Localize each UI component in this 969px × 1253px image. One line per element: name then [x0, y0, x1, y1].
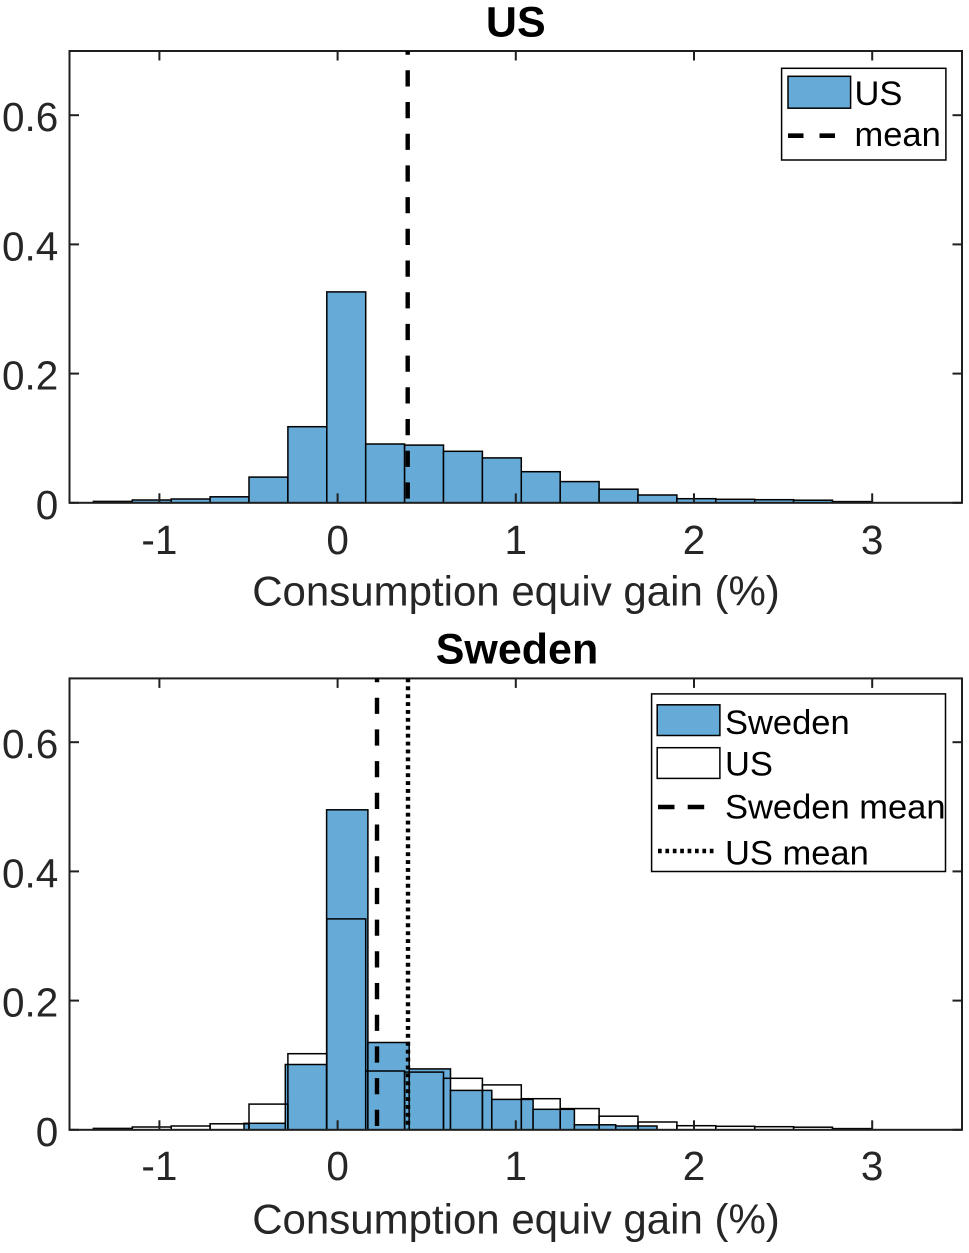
svg-text:US: US [855, 75, 903, 113]
svg-text:0.6: 0.6 [2, 721, 58, 767]
svg-text:0.2: 0.2 [2, 980, 58, 1026]
svg-text:0.4: 0.4 [2, 850, 58, 896]
svg-text:0: 0 [36, 1109, 59, 1155]
svg-text:0: 0 [36, 482, 59, 528]
svg-text:3: 3 [861, 1143, 884, 1189]
svg-text:-1: -1 [141, 517, 177, 563]
svg-text:mean: mean [855, 116, 941, 154]
svg-text:US: US [725, 746, 773, 784]
svg-text:US: US [486, 0, 546, 46]
svg-text:1: 1 [505, 517, 528, 563]
svg-text:2: 2 [683, 1143, 706, 1189]
svg-text:Consumption equiv gain (%): Consumption equiv gain (%) [252, 567, 780, 614]
svg-text:0: 0 [326, 1143, 349, 1189]
svg-text:0.6: 0.6 [2, 94, 58, 140]
svg-text:0.2: 0.2 [2, 353, 58, 399]
svg-text:-1: -1 [141, 1143, 177, 1189]
svg-text:0.4: 0.4 [2, 223, 58, 269]
svg-text:1: 1 [505, 1143, 528, 1189]
svg-text:Consumption equiv gain (%): Consumption equiv gain (%) [252, 1195, 780, 1242]
svg-text:0: 0 [326, 517, 349, 563]
svg-text:Sweden mean: Sweden mean [725, 789, 946, 827]
svg-text:Sweden: Sweden [436, 626, 599, 674]
svg-text:3: 3 [861, 517, 884, 563]
svg-text:2: 2 [683, 517, 706, 563]
svg-text:Sweden: Sweden [725, 704, 850, 742]
svg-text:US mean: US mean [725, 835, 869, 873]
